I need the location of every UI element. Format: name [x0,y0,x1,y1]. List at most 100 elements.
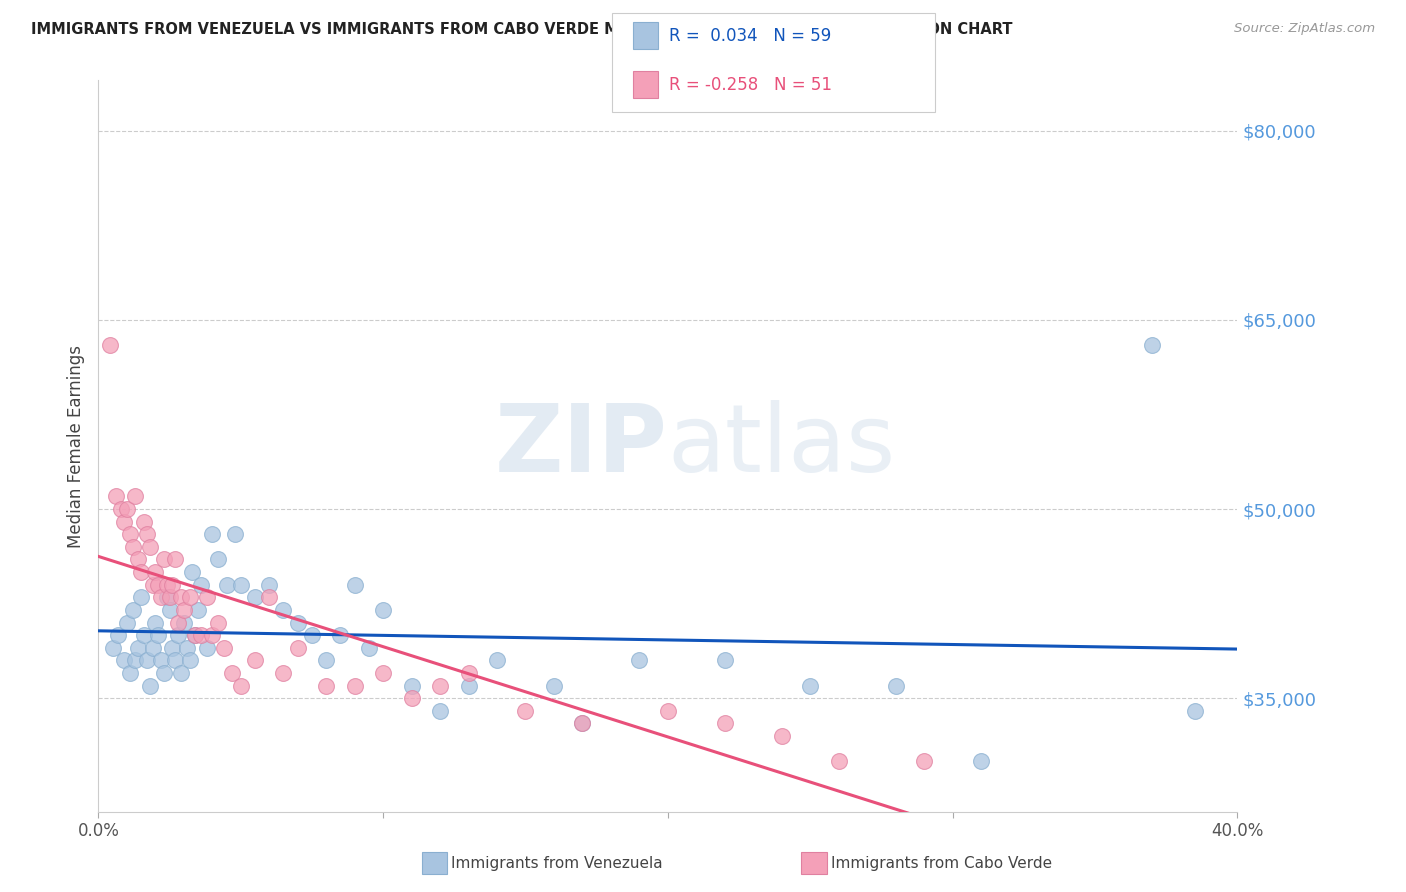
Point [429,679,451,693]
Point [124,653,146,667]
Point [162,578,184,592]
Point [770,729,793,743]
Point [138,679,160,693]
Point [457,679,479,693]
Point [259,591,281,605]
Point [112,515,135,529]
Text: Source: ZipAtlas.com: Source: ZipAtlas.com [1234,22,1375,36]
Point [170,591,193,605]
Point [145,615,167,630]
Point [714,653,737,667]
Point [165,552,187,566]
Point [190,628,212,642]
Point [145,565,167,579]
Point [153,665,176,680]
Text: Immigrants from Venezuela: Immigrants from Venezuela [451,855,664,871]
Point [115,502,138,516]
Point [159,591,181,605]
Point [195,640,218,655]
Point [215,578,238,592]
Point [201,527,224,541]
Point [173,603,195,617]
Point [104,490,127,504]
Point [141,578,163,592]
Point [373,603,395,617]
Point [207,615,229,630]
Point [159,603,181,617]
Text: IMMIGRANTS FROM VENEZUELA VS IMMIGRANTS FROM CABO VERDE MEDIAN FEMALE EARNINGS C: IMMIGRANTS FROM VENEZUELA VS IMMIGRANTS … [31,22,1012,37]
Point [343,679,366,693]
Point [132,515,155,529]
Point [156,578,179,592]
Point [799,679,821,693]
Point [315,653,337,667]
Text: ZIP: ZIP [495,400,668,492]
Point [273,665,295,680]
Point [243,653,266,667]
Point [132,628,155,642]
Point [141,640,163,655]
Point [127,640,149,655]
Point [153,552,176,566]
Point [628,653,651,667]
Point [229,578,252,592]
Point [401,679,423,693]
Point [150,653,173,667]
Point [98,338,121,352]
Point [828,754,851,768]
Point [571,716,593,731]
Point [329,628,352,642]
Point [229,679,252,693]
Y-axis label: Median Female Earnings: Median Female Earnings [67,344,86,548]
Point [190,578,212,592]
Point [118,665,141,680]
Point [970,754,993,768]
Point [184,628,207,642]
Point [195,591,218,605]
Text: R =  0.034   N = 59: R = 0.034 N = 59 [669,27,831,45]
Point [176,640,198,655]
Point [343,578,366,592]
Point [148,628,170,642]
Point [121,603,143,617]
Point [243,591,266,605]
Point [165,653,187,667]
Point [124,490,146,504]
Point [138,540,160,554]
Point [181,565,204,579]
Point [515,704,537,718]
Point [571,716,593,731]
Point [273,603,295,617]
Point [150,591,173,605]
Point [301,628,323,642]
Point [486,653,509,667]
Point [201,628,224,642]
Point [543,679,565,693]
Point [162,640,184,655]
Point [135,527,157,541]
Point [127,552,149,566]
Point [107,628,129,642]
Point [912,754,935,768]
Point [179,591,201,605]
Point [207,552,229,566]
Point [287,640,309,655]
Text: R = -0.258   N = 51: R = -0.258 N = 51 [669,76,832,94]
Point [184,628,207,642]
Text: atlas: atlas [668,400,896,492]
Point [1184,704,1206,718]
Point [101,640,124,655]
Text: Immigrants from Cabo Verde: Immigrants from Cabo Verde [831,855,1052,871]
Point [129,565,152,579]
Point [287,615,309,630]
Point [373,665,395,680]
Point [173,615,195,630]
Point [187,603,209,617]
Point [179,653,201,667]
Point [429,704,451,718]
Point [135,653,157,667]
Point [110,502,132,516]
Point [156,591,179,605]
Point [401,691,423,706]
Point [121,540,143,554]
